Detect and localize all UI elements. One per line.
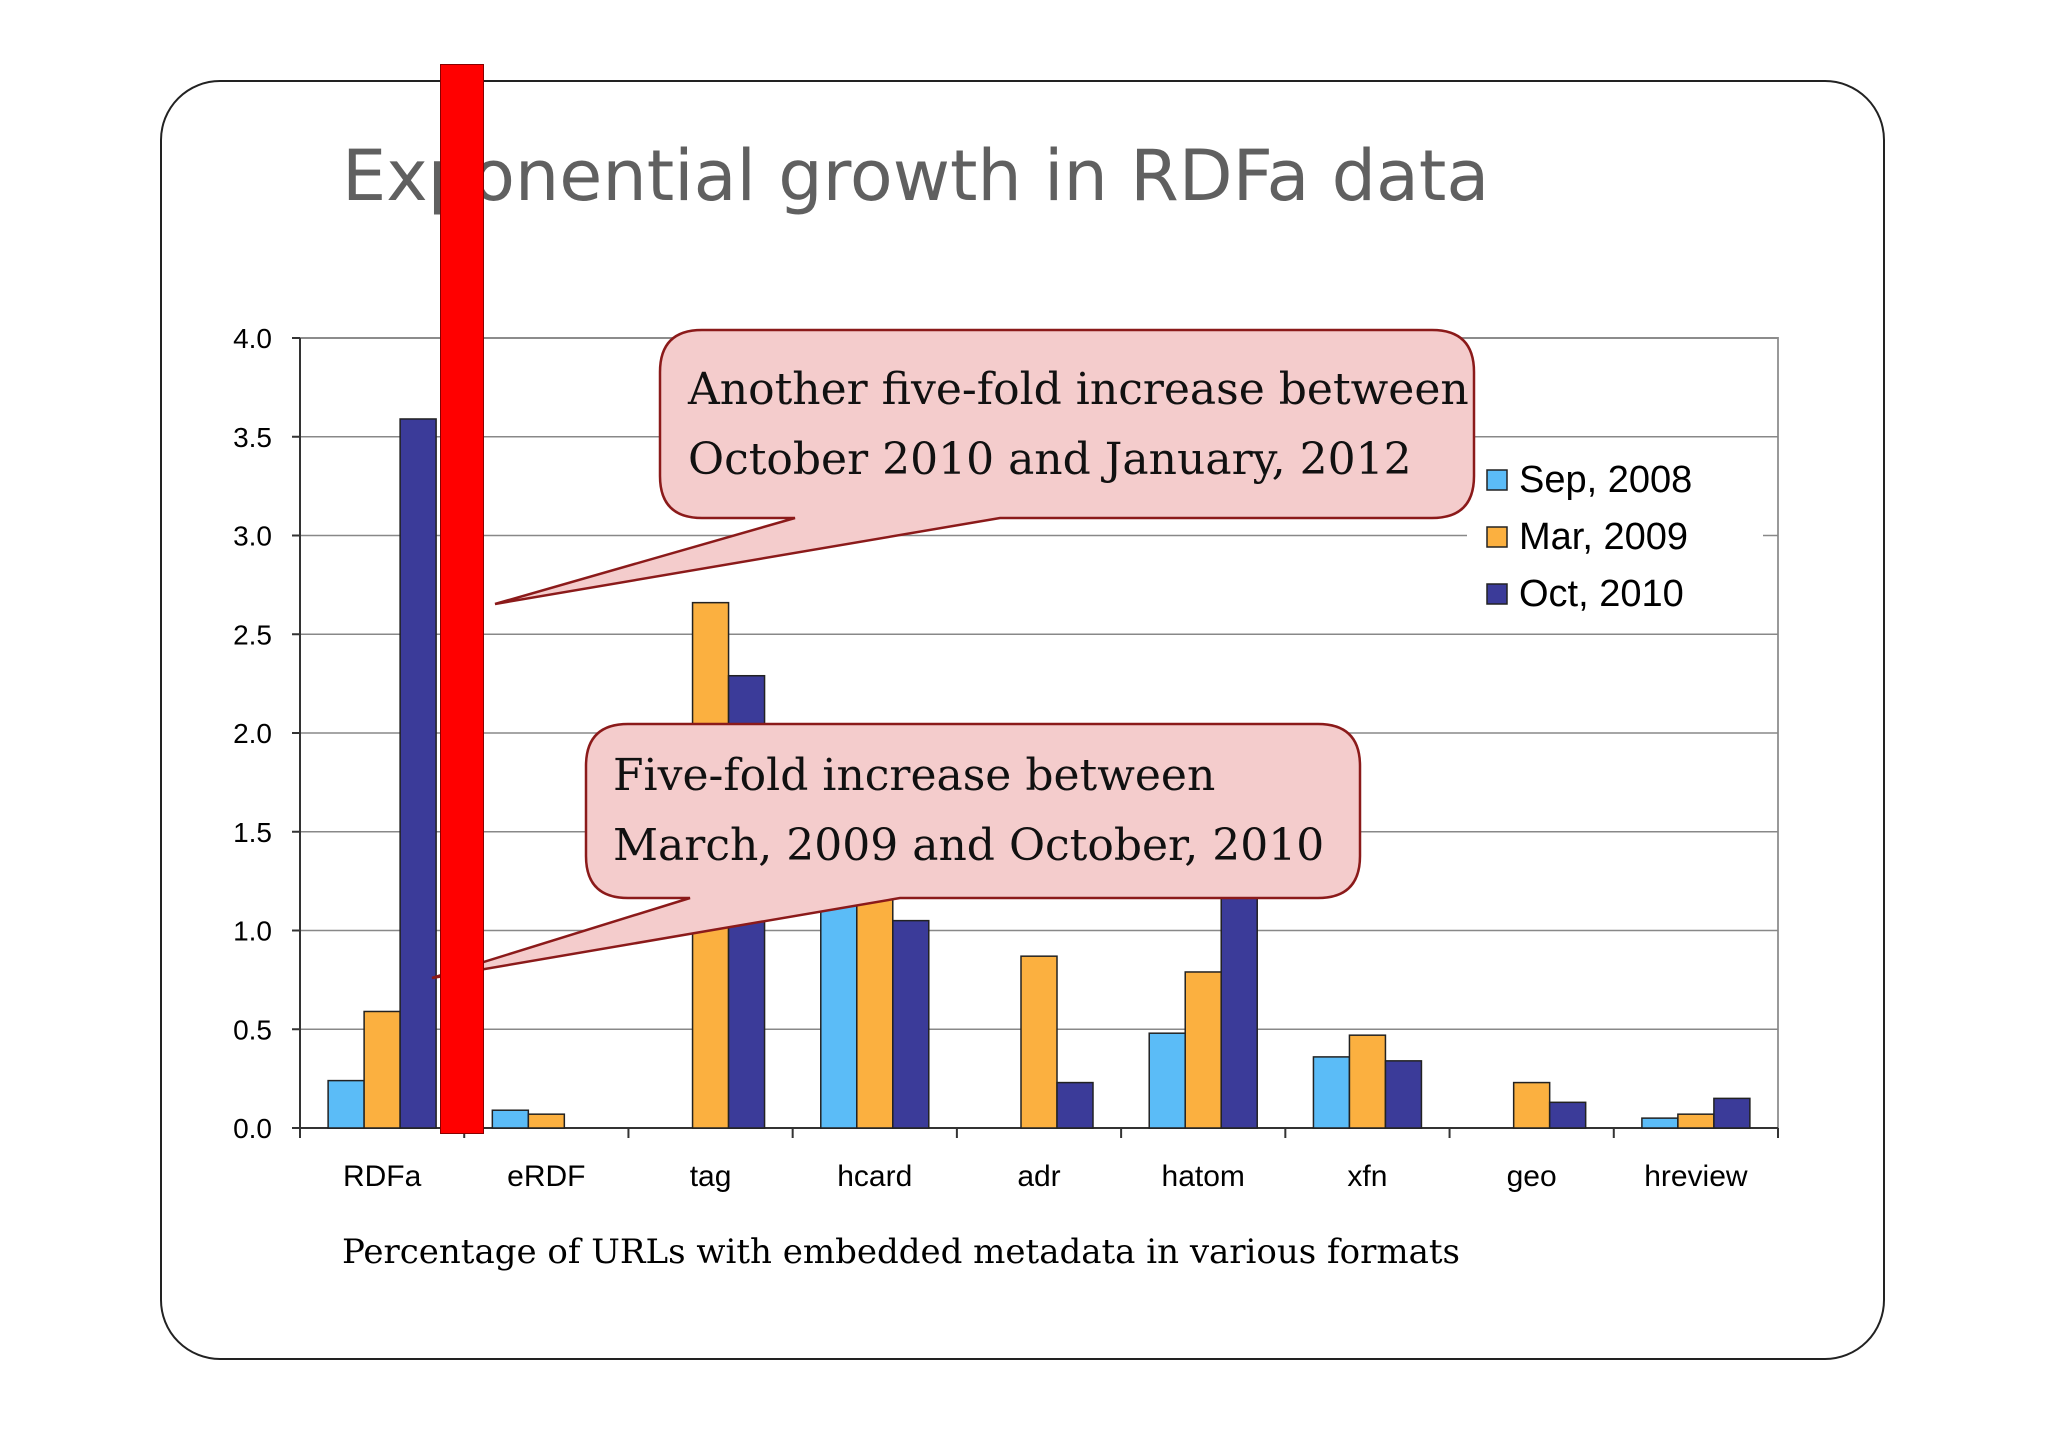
- bar-geo-1: [1512, 1081, 1551, 1129]
- bar-hatom-1: [1184, 971, 1222, 1129]
- callout-top-line1: Another five-fold increase between: [688, 364, 1469, 415]
- y-tick-label: 2.0: [233, 718, 272, 749]
- y-tick-label: 0.5: [233, 1014, 272, 1045]
- slide-title: Exponential growth in RDFa data: [342, 135, 1490, 217]
- x-tick-label: hcard: [837, 1160, 912, 1193]
- x-tick-label: RDFa: [343, 1160, 422, 1193]
- callout-bottom-line2: March, 2009 and October, 2010: [613, 820, 1325, 871]
- y-tick-label: 4.0: [233, 323, 272, 354]
- bar-xfn-2: [1384, 1060, 1423, 1129]
- legend-swatch: [1486, 526, 1508, 548]
- y-tick-label: 0.0: [233, 1113, 272, 1144]
- bar-adr-1: [1020, 955, 1058, 1129]
- bar-hatom-2: [1220, 882, 1258, 1129]
- chart-caption: Percentage of URLs with embedded metadat…: [342, 1232, 1460, 1272]
- legend-label: Sep, 2008: [1519, 459, 1692, 501]
- bar-xfn-1: [1348, 1034, 1387, 1129]
- y-tick-label: 1.5: [233, 817, 272, 848]
- y-tick-label: 2.5: [233, 619, 272, 650]
- legend-label: Oct, 2010: [1519, 573, 1684, 615]
- bar-hatom-0: [1148, 1032, 1186, 1129]
- highlight-bar: [440, 64, 484, 1134]
- callout-top-line2: October 2010 and January, 2012: [688, 434, 1412, 485]
- x-tick-label: eRDF: [507, 1160, 585, 1193]
- bar-hreview-2: [1713, 1097, 1751, 1129]
- callout-bottom-line1: Five-fold increase between: [613, 750, 1216, 801]
- bar-hreview-0: [1641, 1117, 1679, 1129]
- legend-box: [1467, 450, 1763, 630]
- y-tick-label: 3.5: [233, 422, 272, 453]
- legend-label: Mar, 2009: [1519, 516, 1688, 558]
- x-tick-label: geo: [1507, 1160, 1557, 1193]
- x-tick-label: hatom: [1162, 1160, 1245, 1193]
- bar-erdf-1: [527, 1113, 566, 1129]
- x-tick-label: tag: [690, 1160, 732, 1193]
- bar-rdfa-0: [327, 1079, 365, 1129]
- bar-geo-2: [1548, 1101, 1587, 1129]
- y-tick-label: 3.0: [233, 521, 272, 552]
- legend-swatch: [1486, 583, 1508, 605]
- bar-rdfa-2: [399, 418, 437, 1129]
- bar-erdf-0: [491, 1109, 530, 1129]
- callout-bottom-bubble: [431, 722, 1362, 980]
- bar-hreview-1: [1677, 1113, 1715, 1129]
- callout-top-text: Another five-fold increase between Octob…: [688, 355, 1469, 495]
- bar-adr-2: [1056, 1081, 1094, 1129]
- callout-bottom-text: Five-fold increase between March, 2009 a…: [613, 741, 1324, 881]
- x-tick-label: xfn: [1347, 1160, 1387, 1193]
- bar-xfn-0: [1312, 1056, 1351, 1129]
- x-tick-label: hreview: [1644, 1160, 1748, 1193]
- x-tick-label: adr: [1017, 1160, 1060, 1193]
- bar-hcard-1: [856, 866, 894, 1129]
- bar-hcard-2: [892, 919, 930, 1129]
- y-tick-label: 1.0: [233, 916, 272, 947]
- callout-top-bubble: [494, 328, 1476, 606]
- legend-swatch: [1486, 469, 1508, 491]
- bar-rdfa-1: [363, 1010, 401, 1129]
- bar-hcard-0: [820, 886, 858, 1129]
